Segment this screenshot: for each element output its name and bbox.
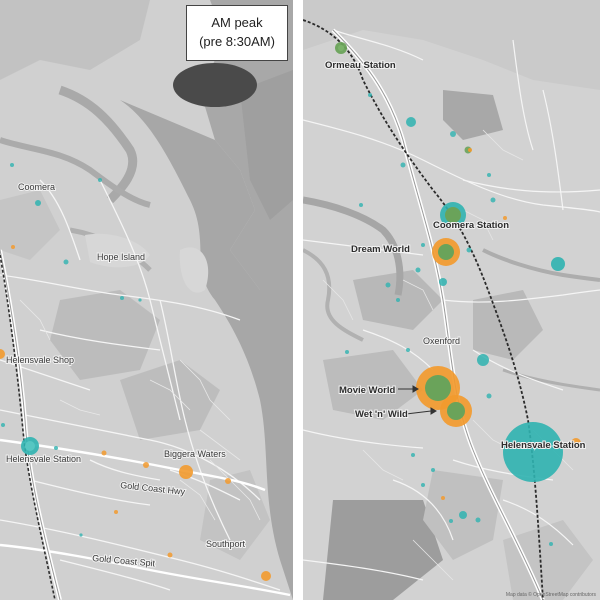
label-helensvale-station: Helensvale Station (6, 454, 81, 464)
right-map: Ormeau Station Coomera Station Dream Wor… (303, 0, 600, 600)
label-oxenford: Oxenford (423, 336, 460, 346)
map-credit: Map data © OpenStreetMap contributors (505, 592, 596, 598)
label-helensvale-station-right: Helensvale Station (501, 440, 586, 451)
label-coomera-station: Coomera Station (433, 220, 509, 231)
right-map-points (335, 42, 581, 546)
label-hope-island: Hope Island (97, 252, 145, 262)
label-ormeau-station: Ormeau Station (325, 60, 396, 71)
label-movie-world: Movie World (339, 385, 395, 396)
label-dreamworld: Dream World (351, 244, 410, 255)
peak-title: AM peak (211, 15, 263, 30)
left-map: Coomera Hope Island Helensvale Shop Hele… (0, 0, 293, 600)
label-pointers (398, 385, 437, 415)
panel-divider (293, 0, 303, 600)
label-helensvale-shop: Helensvale Shop (6, 355, 74, 365)
peak-subtitle: (pre 8:30AM) (199, 34, 275, 49)
label-biggera-waters: Biggera Waters (164, 449, 226, 459)
left-map-panel[interactable]: Coomera Hope Island Helensvale Shop Hele… (0, 0, 293, 600)
peak-legend-box: AM peak (pre 8:30AM) (186, 5, 288, 61)
left-map-points (0, 163, 271, 581)
label-coomera: Coomera (18, 182, 55, 192)
label-wet-n-wild: Wet 'n' Wild (355, 409, 408, 420)
right-map-panel[interactable]: Ormeau Station Coomera Station Dream Wor… (303, 0, 600, 600)
label-southport: Southport (206, 539, 246, 549)
